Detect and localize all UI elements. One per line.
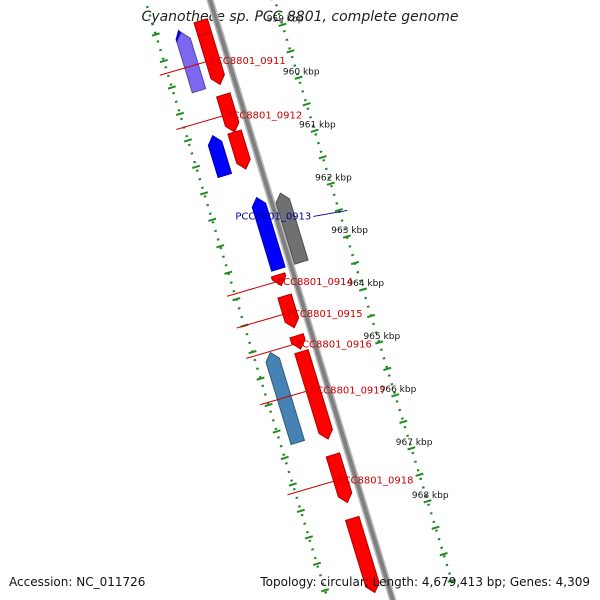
guide-tick	[199, 191, 209, 196]
gene-feature[interactable]	[325, 452, 353, 504]
guide-tick	[208, 217, 217, 222]
guide-tick	[415, 472, 424, 477]
guide-tick	[342, 234, 352, 239]
tick-label: 965 kbp	[364, 332, 401, 342]
backbone-line	[207, 0, 395, 600]
tick-label: 960 kbp	[283, 67, 320, 77]
dotted-guides	[143, 0, 456, 600]
gene-feature[interactable]	[344, 515, 380, 594]
guide-tick	[294, 75, 303, 80]
guide-tick	[326, 181, 335, 186]
gene-label-leader	[287, 480, 336, 496]
guide-tick	[296, 508, 305, 514]
tick-label: 967 kbp	[396, 438, 433, 448]
guide-tick	[159, 58, 168, 64]
dotted-guide-left	[143, 0, 330, 600]
gene-feature[interactable]	[270, 272, 287, 287]
gene-label-leader	[313, 209, 348, 217]
gene-feature[interactable]	[275, 192, 309, 265]
gene-label-leader	[159, 60, 208, 76]
guide-tick	[304, 535, 314, 540]
tick-label: 959 kbp	[267, 14, 304, 24]
guide-tick	[399, 419, 408, 424]
guide-tick	[407, 446, 416, 451]
guide-tick	[167, 85, 176, 90]
gene-feature[interactable]	[289, 333, 306, 350]
guide-tick	[175, 111, 185, 117]
gene-label[interactable]: PCC8801_0918	[338, 476, 414, 487]
gene-label[interactable]: PCC8801_0912	[226, 110, 302, 121]
guide-tick	[302, 102, 311, 107]
gene-label[interactable]: PCC8801_0914	[277, 277, 353, 288]
gene-label-leader	[245, 343, 295, 359]
guide-tick	[383, 366, 392, 372]
gene-label[interactable]: PCC8801_0913	[235, 211, 311, 222]
tick-label: 963 kbp	[331, 226, 368, 236]
gene-label[interactable]: PCC8801_0916	[296, 339, 372, 350]
guide-tick	[183, 138, 193, 143]
guide-tick	[232, 297, 241, 302]
tick-label: 966 kbp	[380, 385, 417, 395]
gene-label[interactable]: PCC8801_0915	[287, 309, 363, 320]
gene-feature[interactable]	[265, 351, 306, 446]
guide-tick	[366, 313, 376, 319]
gene-feature[interactable]	[197, 31, 225, 86]
guide-tick	[248, 349, 257, 355]
gene-feature[interactable]	[207, 135, 233, 179]
guide-tick	[358, 287, 368, 292]
guide-tick	[264, 402, 273, 408]
tick-label: 962 kbp	[315, 173, 352, 183]
accession-text: Accession: NC_011726	[9, 575, 146, 589]
gene-label-leader	[226, 281, 276, 297]
tick-label: 964 kbp	[347, 279, 384, 289]
gene-labels: PCC8801_0911 PCC8801_0912 PCC8801_0913 PCC8…	[159, 56, 414, 496]
gene-feature[interactable]	[251, 196, 286, 272]
genome-summary: Topology: circular; Length: 4,679,413 bp…	[260, 575, 590, 589]
guide-tick	[431, 525, 440, 530]
gene-feature[interactable]	[277, 293, 300, 329]
guide-tick	[447, 578, 456, 583]
tick-labels: 959 kbp 960 kbp 961 kbp 962 kbp 963 kbp 964 k…	[267, 14, 449, 500]
tick-label: 961 kbp	[299, 120, 336, 130]
guide-tick	[310, 128, 319, 133]
guide-tick	[312, 561, 322, 566]
gene-features	[175, 18, 380, 594]
guide-tick	[334, 208, 343, 213]
guide-tick	[375, 340, 384, 345]
genome-title: Cyanothece sp. PCC 8801, complete genome	[141, 9, 459, 25]
guide-tick	[350, 260, 360, 266]
guide-tick	[256, 376, 265, 381]
dotted-guide-right	[273, 0, 455, 587]
gene-feature[interactable]	[176, 31, 207, 94]
guide-tick	[320, 588, 330, 593]
gene-feature[interactable]	[294, 348, 333, 440]
guide-tick	[278, 22, 287, 27]
gene-feature[interactable]	[215, 92, 240, 133]
guide-tick	[288, 482, 297, 487]
guide-tick	[191, 164, 201, 169]
guide-tick	[216, 244, 225, 249]
gene-label[interactable]: PCC8801_0911	[210, 56, 286, 67]
gene-feature[interactable]	[227, 129, 251, 170]
guide-tick	[272, 429, 281, 434]
guide-tick	[286, 49, 295, 54]
guide-tick	[151, 32, 160, 37]
backbone	[206, 0, 397, 600]
guide-tick	[318, 155, 327, 160]
guide-tick	[439, 552, 448, 557]
guide-tick	[224, 270, 233, 275]
tick-label: 968 kbp	[412, 491, 449, 501]
gene-label-leader	[259, 390, 309, 406]
gene-label[interactable]: PCC8801_0917	[310, 386, 386, 397]
gene-label-leader	[176, 115, 225, 130]
guide-tick	[423, 499, 432, 504]
guide-tick	[391, 393, 400, 398]
guide-tick	[280, 455, 289, 461]
gene-label-leader	[236, 313, 285, 329]
